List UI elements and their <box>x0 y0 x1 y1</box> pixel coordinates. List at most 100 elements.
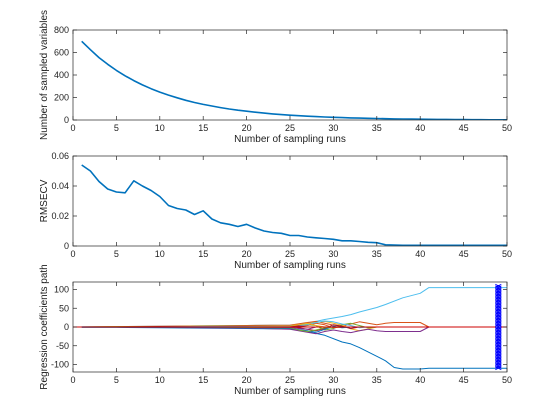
best-run-marker-point <box>495 345 502 350</box>
x-tick-label: 50 <box>502 249 512 259</box>
x-tick-label: 45 <box>459 249 469 259</box>
best-run-marker-point <box>495 322 502 327</box>
x-tick-label: 25 <box>285 123 295 133</box>
x-tick-label: 50 <box>502 375 512 385</box>
best-run-marker-point <box>495 298 502 303</box>
x-tick-label: 35 <box>372 249 382 259</box>
best-run-marker-point <box>495 291 502 296</box>
best-run-marker-point <box>495 357 502 362</box>
best-run-marker-point <box>495 325 502 330</box>
x-tick-label: 30 <box>328 123 338 133</box>
y-tick-label: 600 <box>54 48 69 58</box>
best-run-marker-point <box>495 306 502 311</box>
best-run-marker-point <box>495 327 502 332</box>
best-run-marker-point <box>495 348 502 353</box>
x-axis-label: Number of sampling runs <box>234 386 346 397</box>
y-axis-label: Number of sampled variables <box>39 10 50 140</box>
best-run-marker-point <box>495 286 502 291</box>
best-run-marker-point <box>495 339 502 344</box>
x-tick-label: 30 <box>328 249 338 259</box>
x-tick-label: 0 <box>70 249 75 259</box>
x-axis-label: Number of sampling runs <box>234 134 346 145</box>
x-tick-label: 10 <box>155 123 165 133</box>
x-tick-label: 15 <box>198 123 208 133</box>
y-axis-label: Regression coefficients path <box>39 264 50 389</box>
best-run-marker-point <box>495 304 502 309</box>
x-tick-label: 5 <box>114 249 119 259</box>
y-tick-label: 800 <box>54 25 69 35</box>
axes-frame <box>72 155 508 247</box>
best-run-marker-point <box>495 342 502 347</box>
best-run-marker-point <box>495 354 502 359</box>
x-tick-label: 20 <box>242 123 252 133</box>
x-tick-label: 10 <box>155 249 165 259</box>
series-line-1 <box>81 326 507 370</box>
best-run-marker-point <box>495 340 502 345</box>
x-tick-label: 40 <box>415 249 425 259</box>
best-run-marker-point <box>495 352 502 357</box>
best-run-marker-point <box>495 355 502 360</box>
best-run-marker-point <box>495 321 502 326</box>
best-run-marker-point <box>495 295 502 300</box>
best-run-marker-point <box>495 366 502 371</box>
y-tick-label: 0.06 <box>51 151 69 161</box>
best-run-marker-point <box>495 319 502 324</box>
x-tick-label: 15 <box>198 249 208 259</box>
x-tick-label: 20 <box>242 249 252 259</box>
best-run-marker-point <box>495 316 502 321</box>
best-run-marker-point <box>495 289 502 294</box>
best-run-marker-point <box>495 363 502 368</box>
best-run-marker-point <box>495 285 502 290</box>
y-tick-label: 0 <box>64 115 69 125</box>
y-tick-label: 0.02 <box>51 211 69 221</box>
best-run-marker-point <box>495 310 502 315</box>
best-run-marker-point <box>495 361 502 366</box>
best-run-marker-point <box>495 330 502 335</box>
x-tick-label: 20 <box>242 375 252 385</box>
sampled-variables-panel: 0 5 10 15 20 25 30 35 40 45 50 0 200 400 600 800 Number … <box>39 10 512 145</box>
plot-area <box>81 164 507 246</box>
best-run-marker-point <box>495 336 502 341</box>
best-run-marker-point <box>495 358 502 363</box>
best-run-marker-point <box>495 331 502 336</box>
y-axis-label: RMSECV <box>39 179 50 222</box>
x-tick-label: 35 <box>372 123 382 133</box>
y-tick-label: 200 <box>54 93 69 103</box>
x-tick-label: 5 <box>114 123 119 133</box>
best-run-marker-point <box>495 343 502 348</box>
x-tick-label: 50 <box>502 123 512 133</box>
x-tick-label: 5 <box>114 375 119 385</box>
series-line-0 <box>81 164 507 246</box>
best-run-marker-point <box>495 292 502 297</box>
axes-frame <box>72 29 508 121</box>
best-run-marker-point <box>495 324 502 329</box>
x-tick-label: 40 <box>415 375 425 385</box>
best-run-marker-point <box>495 313 502 318</box>
rmsecv-panel: 0 5 10 15 20 25 30 35 40 45 50 0 0.02 0.04 0.06 Number … <box>39 151 512 271</box>
best-run-marker-point <box>495 346 502 351</box>
x-tick-label: 0 <box>70 375 75 385</box>
best-run-marker-point <box>495 328 502 333</box>
best-run-marker-point <box>495 364 502 369</box>
plot-area <box>73 283 507 371</box>
x-tick-label: 35 <box>372 375 382 385</box>
x-axis-label: Number of sampling runs <box>234 260 346 271</box>
x-tick-label: 40 <box>415 123 425 133</box>
y-tick-label: 400 <box>54 70 69 80</box>
best-run-marker-point <box>495 307 502 312</box>
plot-area <box>81 40 507 120</box>
best-run-marker-point <box>495 301 502 306</box>
y-tick-label: 0 <box>64 322 69 332</box>
x-tick-label: 0 <box>70 123 75 133</box>
best-run-marker-point <box>495 312 502 317</box>
best-run-marker-point <box>495 288 502 293</box>
x-tick-label: 45 <box>459 375 469 385</box>
x-tick-label: 15 <box>198 375 208 385</box>
best-run-marker-point <box>495 309 502 314</box>
best-run-marker-point <box>495 283 502 288</box>
y-tick-label: -100 <box>51 360 69 370</box>
y-tick-label: 0 <box>64 241 69 251</box>
best-run-marker-point <box>495 360 502 365</box>
best-run-marker-point <box>495 349 502 354</box>
